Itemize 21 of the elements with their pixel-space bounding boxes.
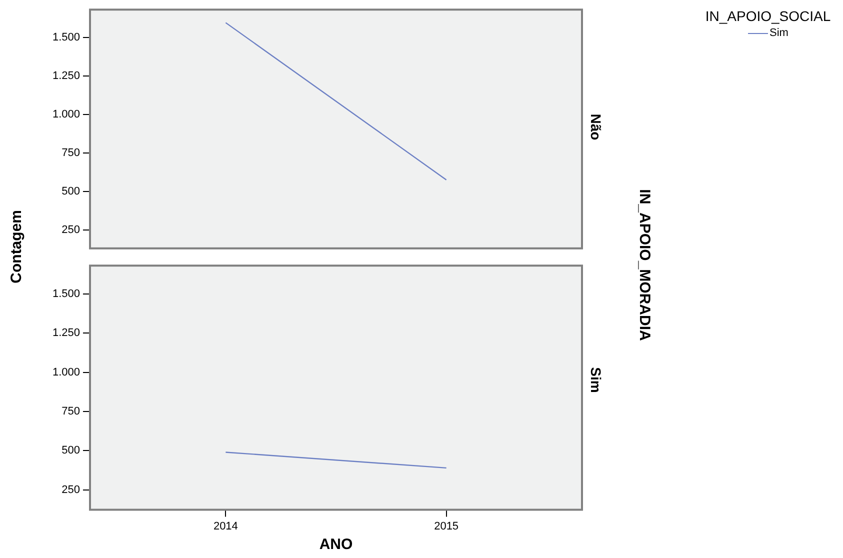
text: IN_APOIO_MORADIA: [636, 189, 653, 341]
text: Não: [588, 114, 604, 140]
legend-label: Sim: [770, 27, 788, 39]
y-axis-title: Contagem: [8, 210, 25, 284]
x-tick-label: 2015: [434, 520, 459, 532]
legend-title: IN_APOIO_SOCIAL: [704, 8, 832, 24]
y-tick-label: 500: [62, 185, 80, 198]
text: Sim: [588, 367, 604, 393]
y-tick-label: 750: [62, 405, 80, 418]
y-tick-label: 1.000: [52, 366, 80, 378]
y-tick-label: 500: [62, 444, 80, 457]
y-tick-label: 1.250: [52, 327, 80, 340]
y-tick-label: 1.500: [52, 288, 80, 300]
y-tick-label: 1.000: [52, 108, 80, 120]
y-tick-label: 1.500: [52, 31, 80, 44]
y-tick-label: 250: [62, 224, 80, 236]
x-axis-title: ANO: [319, 536, 353, 553]
x-tick-label: 2014: [213, 520, 238, 532]
y-tick-label: 1.250: [52, 70, 80, 82]
y-tick-label: 250: [62, 484, 80, 496]
y-tick-label: 750: [62, 146, 80, 159]
